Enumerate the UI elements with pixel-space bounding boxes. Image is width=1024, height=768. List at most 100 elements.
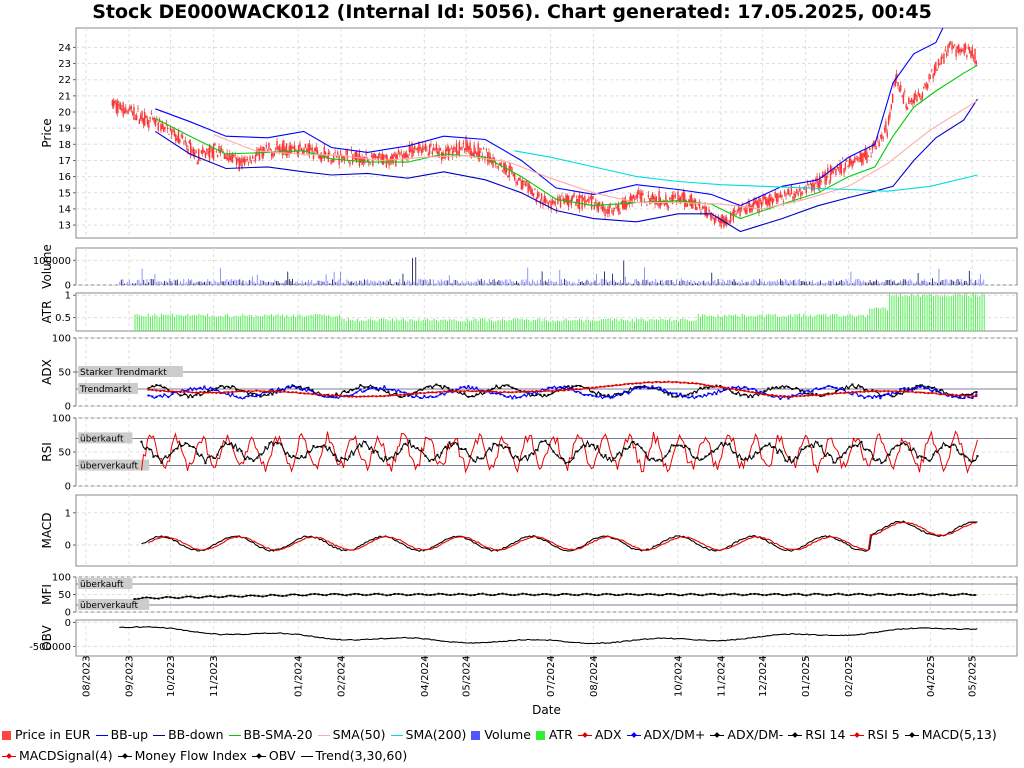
atr-bar-162 (490, 320, 492, 331)
atr-bar-224 (627, 319, 629, 331)
series-rsi-14-marker-224 (588, 445, 591, 448)
volume-bar-141 (344, 283, 346, 285)
series-rsi-14-marker-260 (660, 459, 663, 462)
series-adx-dm-minus-marker-352 (851, 383, 854, 386)
series-rsi-14-marker-330 (800, 448, 803, 451)
price-candle-605 (928, 74, 930, 79)
atr-bar-62 (270, 314, 272, 331)
price-candle-250 (449, 148, 451, 152)
atr-bar-134 (429, 320, 431, 331)
series-adx-dm-minus-marker-146 (439, 384, 442, 387)
price-candle-194 (373, 153, 375, 158)
volume-bar-367 (706, 282, 708, 285)
series-adx-dm-minus-marker-128 (403, 395, 406, 398)
volume-bar-212 (458, 282, 460, 285)
series-adx-dm-minus-marker-178 (503, 384, 506, 387)
volume-bar-235 (495, 281, 497, 285)
volume-bar-287 (578, 279, 580, 285)
series-adx-dm-plus-marker-162 (471, 386, 474, 389)
atr-bar-382 (974, 294, 976, 331)
atr-bar-77 (303, 316, 305, 331)
volume-bar-375 (719, 282, 721, 285)
series-adx-dm-minus-marker-126 (399, 395, 402, 398)
price-candle-564 (873, 141, 875, 147)
price-candle-367 (607, 209, 609, 214)
series-adx-dm-minus-marker-240 (627, 391, 630, 394)
atr-bar-174 (517, 318, 519, 331)
series-adx-marker-250 (647, 381, 650, 384)
series-adx-dm-plus-marker-250 (647, 386, 650, 389)
price-candle-358 (594, 202, 597, 204)
series-money-flow-index-marker-64 (261, 595, 264, 598)
series-money-flow-index-marker-346 (825, 594, 828, 597)
series-adx-dm-plus-marker-176 (499, 393, 502, 396)
series-rsi-14-marker-314 (768, 442, 771, 445)
series-adx-marker-310 (767, 394, 770, 397)
series-adx-dm-plus-marker-82 (311, 390, 314, 393)
price-candle-596 (916, 95, 918, 102)
price-candle-429 (690, 194, 693, 208)
price-candle-307 (526, 180, 528, 183)
volume-bar-422 (794, 279, 796, 285)
price-candle-286 (497, 167, 500, 169)
macd-plot-frame (75, 494, 1018, 567)
price-candle-310 (530, 187, 532, 195)
volume-bar-503 (924, 279, 925, 285)
price-candle-211 (396, 154, 398, 160)
price-candle-485 (766, 198, 768, 207)
legend-label: ADX (594, 727, 622, 742)
series-rsi-14-marker-220 (580, 446, 583, 449)
price-candle-613 (939, 64, 941, 66)
series-money-flow-index-marker-238 (609, 593, 612, 596)
atr-bar-255 (695, 320, 697, 331)
series-adx-marker-78 (303, 392, 306, 395)
xtick-label-10: 10/2024 (674, 655, 685, 697)
series-money-flow-index-marker-94 (321, 593, 324, 596)
price-candle-277 (485, 148, 487, 150)
atr-bar-248 (680, 318, 682, 331)
volume-bar-70 (231, 278, 233, 285)
series-money-flow-index-marker-134 (401, 593, 404, 596)
volume-bar-486 (896, 283, 898, 285)
series-adx-dm-plus-marker-128 (403, 391, 406, 394)
price-candle-31 (153, 117, 155, 123)
price-candle-170 (341, 155, 343, 163)
volume-bar-434 (813, 283, 815, 285)
volume-bar-457 (850, 271, 852, 285)
mfi-level-bg-0 (78, 578, 133, 589)
series-money-flow-index-marker-314 (761, 593, 764, 596)
volume-bar-60 (215, 281, 217, 285)
series-rsi-14-marker-250 (640, 446, 643, 449)
series-money-flow-index-marker-224 (581, 593, 584, 596)
price-candle-579 (893, 84, 895, 85)
series-adx-marker-112 (371, 395, 374, 398)
price-candle-583 (898, 88, 901, 92)
atr-bar-195 (563, 319, 565, 331)
series-adx-marker-268 (683, 381, 686, 384)
series-money-flow-index-marker-144 (421, 593, 424, 596)
xtick-label-4: 01/2024 (294, 655, 305, 697)
price-candle-617 (944, 49, 946, 52)
price-candle-556 (862, 152, 864, 165)
series-adx-marker-378 (903, 390, 906, 393)
series-money-flow-index-marker-248 (629, 593, 632, 596)
volume-bar-104 (285, 280, 287, 285)
atr-bar-127 (413, 320, 415, 331)
price-candle-604 (927, 83, 929, 89)
series-money-flow-index-marker-190 (513, 594, 516, 597)
volume-bar-218 (468, 281, 469, 285)
price-candle-562 (870, 156, 872, 157)
atr-bar-148 (460, 321, 462, 331)
volume-bar-116 (304, 282, 306, 285)
volume-bar-178 (404, 281, 405, 285)
price-candle-202 (384, 154, 386, 156)
atr-bar-59 (264, 314, 266, 331)
volume-bar-278 (564, 278, 565, 285)
volume-bar-330 (647, 279, 649, 285)
price-candle-104 (252, 156, 254, 159)
series-money-flow-index-marker-184 (501, 592, 504, 595)
volume-bar-362 (698, 280, 700, 285)
atr-bar-307 (809, 314, 811, 331)
price-candle-493 (777, 193, 779, 203)
atr-bar-144 (451, 319, 453, 331)
